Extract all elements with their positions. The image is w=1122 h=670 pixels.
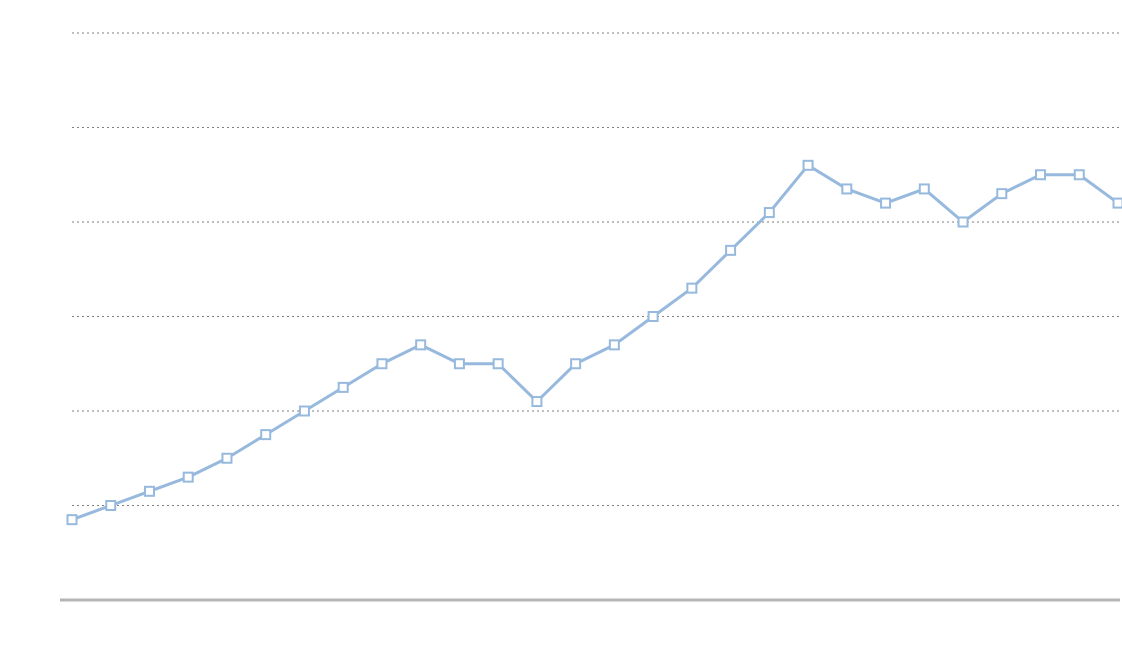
chart-svg bbox=[0, 0, 1122, 670]
data-point bbox=[920, 184, 929, 193]
data-point bbox=[997, 189, 1006, 198]
line-chart bbox=[0, 0, 1122, 670]
data-point bbox=[610, 340, 619, 349]
data-point bbox=[881, 199, 890, 208]
data-point bbox=[106, 501, 115, 510]
data-point bbox=[649, 312, 658, 321]
data-point bbox=[842, 184, 851, 193]
data-point bbox=[532, 397, 541, 406]
data-point bbox=[68, 515, 77, 524]
data-point bbox=[804, 161, 813, 170]
data-point bbox=[145, 487, 154, 496]
data-point bbox=[416, 340, 425, 349]
data-point bbox=[726, 246, 735, 255]
data-point bbox=[455, 359, 464, 368]
data-point bbox=[1114, 199, 1122, 208]
data-point bbox=[261, 430, 270, 439]
data-point bbox=[222, 454, 231, 463]
data-point bbox=[765, 208, 774, 217]
data-point bbox=[687, 284, 696, 293]
data-point bbox=[1036, 170, 1045, 179]
data-point bbox=[184, 473, 193, 482]
data-point bbox=[300, 407, 309, 416]
data-point bbox=[494, 359, 503, 368]
data-point bbox=[959, 218, 968, 227]
data-point bbox=[339, 383, 348, 392]
data-point bbox=[1075, 170, 1084, 179]
data-point bbox=[377, 359, 386, 368]
data-point bbox=[571, 359, 580, 368]
